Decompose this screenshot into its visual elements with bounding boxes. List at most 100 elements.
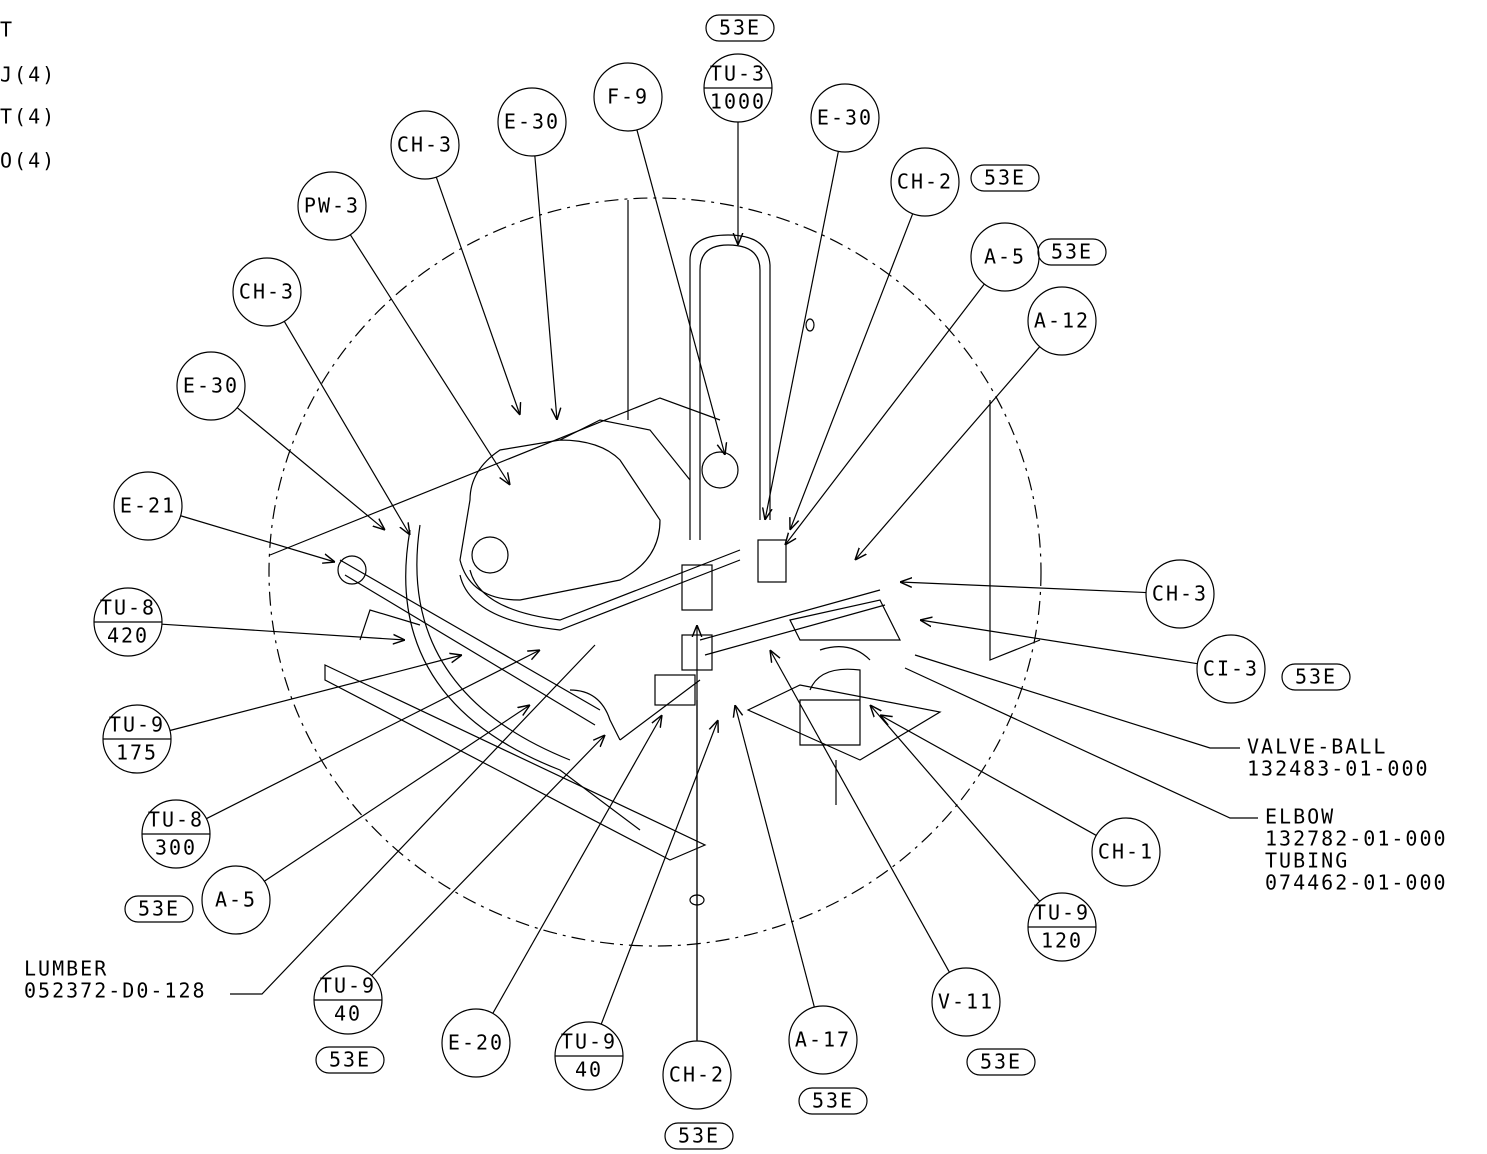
note-line: ELBOW [1265,805,1335,829]
balloon-label: CH-3 [397,133,453,157]
balloon: CH-3 [233,258,410,535]
balloon-label: E-21 [120,494,176,518]
balloon-label: CH-1 [1098,840,1154,864]
leader [765,151,838,520]
balloon-label: A-5 [984,245,1026,269]
balloon: E-30 [498,88,566,420]
drawing: T J(4) T(4) O(4) TU-3 1000 F-9 E-30 CH-3 PW-3 CH-… [0,0,1487,1154]
balloon-label: TU-9 [561,1030,617,1054]
balloon-label: CH-2 [669,1063,725,1087]
leader [284,321,410,535]
side-note: T [0,18,14,42]
balloon-label: CI-3 [1203,657,1259,681]
balloon-label: TU-9 [1034,901,1090,925]
balloon-label: CH-2 [897,170,953,194]
balloon-qty: 300 [155,836,197,860]
note-line: TUBING [1265,849,1349,873]
balloon: TU-8 420 [94,588,405,656]
balloon: V-11 [770,650,1000,1036]
balloon: CH-2 [790,148,959,530]
tag-label: 53E [719,16,761,40]
balloon-qty: 175 [116,741,158,765]
leader [372,735,605,976]
note-leader [230,645,595,994]
balloon: CH-1 [880,715,1160,886]
tag-label: 53E [1051,240,1093,264]
tag-label: 53E [138,897,180,921]
balloon-qty: 40 [334,1002,362,1026]
balloon-label: E-30 [817,106,873,130]
leader [880,715,1096,835]
leader [855,347,1040,560]
leader [350,235,510,485]
balloon: E-21 [114,472,335,562]
balloon: E-30 [765,84,879,520]
balloon-label: TU-9 [109,713,165,737]
balloon: TU-9 175 [103,655,462,773]
balloon-label: E-30 [504,110,560,134]
balloon: TU-9 120 [870,705,1096,961]
balloon: TU-3 1000 [704,54,772,245]
note-line: LUMBER [24,957,108,981]
balloon: CI-3 [920,620,1265,703]
tag-label: 53E [812,1089,854,1113]
side-note: O(4) [0,149,56,173]
leader [900,582,1146,593]
balloon-label: V-11 [938,990,994,1014]
leader [170,655,462,730]
leader [870,705,1040,901]
balloon-label: A-17 [795,1028,851,1052]
balloon-qty: 40 [575,1058,603,1082]
leader [535,156,557,420]
balloon: E-30 [177,352,385,530]
leader [920,620,1197,664]
balloon-label: TU-3 [710,62,766,86]
note-line: 132782-01-000 [1265,827,1448,851]
balloon-label: A-12 [1034,309,1090,333]
balloon: A-17 [735,705,857,1074]
balloon-label: TU-9 [320,974,376,998]
balloon: A-5 [785,223,1039,545]
note-line: 132483-01-000 [1247,757,1430,781]
balloon-label: E-30 [183,374,239,398]
leader [493,715,662,1013]
leader [162,624,405,640]
notes: VALVE-BALL132483-01-000ELBOW132782-01-00… [24,645,1448,1003]
leader [790,214,913,530]
leader [785,284,984,545]
balloon-label: TU-8 [148,808,204,832]
note-line: 052372-D0-128 [24,979,207,1003]
balloon-qty: 120 [1041,929,1083,953]
leader [237,408,385,530]
leader [436,177,520,415]
leader [601,720,718,1024]
balloon-label: PW-3 [304,194,360,218]
balloon: PW-3 [298,172,510,485]
assembly-view [269,198,1041,1040]
side-note: T(4) [0,105,56,129]
balloon: CH-2 [663,625,731,1109]
side-notes: T J(4) T(4) O(4) [0,18,56,173]
note-line: 074462-01-000 [1265,871,1448,895]
balloons: TU-3 1000 F-9 E-30 CH-3 PW-3 CH-3 E-30 E-21 TU-8 4… [94,54,1265,1109]
leader [181,516,335,562]
tag-label: 53E [980,1050,1022,1074]
balloon: A-12 [855,287,1096,560]
balloon-label: F-9 [607,85,649,109]
balloon-label: CH-3 [239,280,295,304]
tag-label: 53E [329,1048,371,1072]
balloon-qty: 1000 [710,90,766,114]
balloon-label: CH-3 [1152,582,1208,606]
balloon-qty: 420 [107,624,149,648]
leader [264,705,530,881]
balloon-label: E-20 [448,1031,504,1055]
balloon-label: A-5 [215,888,257,912]
balloon: TU-9 40 [314,735,605,1034]
balloon-label: TU-8 [100,596,156,620]
note-leader [915,655,1240,748]
balloon: E-20 [442,715,662,1077]
side-note: J(4) [0,63,56,87]
tag-label: 53E [678,1124,720,1148]
leader [735,705,814,1007]
tag-label: 53E [1295,665,1337,689]
